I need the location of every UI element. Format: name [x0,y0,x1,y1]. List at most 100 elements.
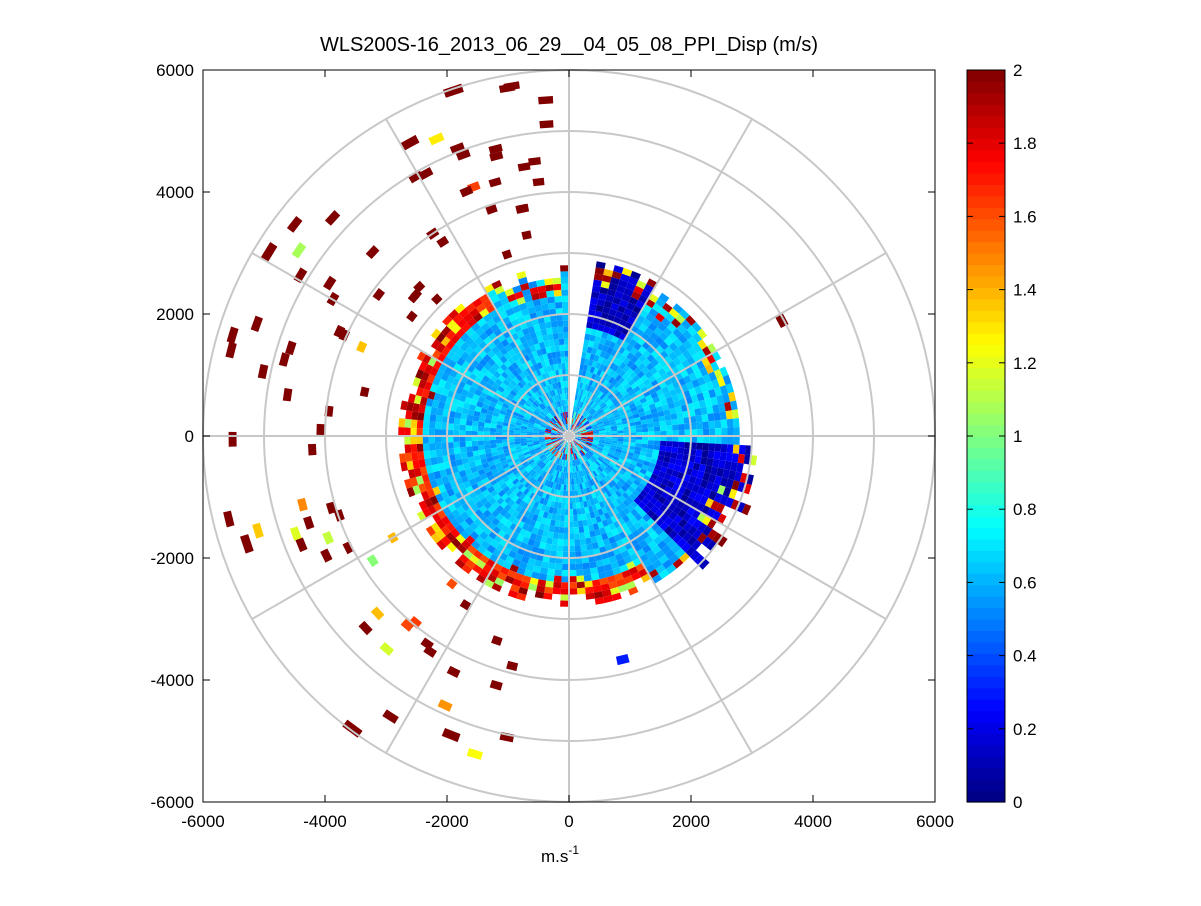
data-cell [555,401,560,408]
data-cell [561,502,566,510]
data-cell [633,366,642,375]
data-cell [470,466,478,474]
data-cell [504,479,513,486]
data-cell [543,524,550,532]
data-cell [659,504,668,513]
data-cell [587,372,594,380]
data-cell [666,383,675,392]
outlier-cell [372,287,386,301]
data-cell [586,441,593,445]
data-cell [676,453,684,461]
data-cell [628,586,639,596]
data-cell [535,459,542,465]
data-cell [532,437,539,440]
data-cell [574,539,581,546]
data-cell [689,415,697,424]
data-cell [476,401,484,408]
data-cell [404,418,412,428]
data-cell [543,449,550,454]
data-cell [565,441,568,448]
data-cell [573,447,577,454]
data-cell [653,326,663,337]
data-cell [437,401,446,410]
data-cell [653,480,662,488]
data-cell [482,549,493,559]
data-cell [551,469,556,476]
data-cell [593,414,600,420]
outlier-cell [324,210,341,226]
colorbar-tick-label: 2 [1013,61,1022,80]
data-cell [550,377,555,384]
data-cell [580,430,587,433]
data-cell [556,357,562,364]
data-cell [529,461,536,467]
data-cell [603,445,611,450]
data-cell [440,336,451,347]
data-cell [580,439,587,442]
data-cell [562,447,566,454]
data-cell [533,410,540,417]
outlier-cell [455,149,471,161]
data-cell [526,431,533,435]
data-cell [570,454,573,461]
data-cell [525,300,535,309]
data-cell [608,495,616,503]
data-cell [614,310,624,319]
data-cell [664,414,672,421]
data-cell [534,446,542,451]
colorbar-tick-label: 1.8 [1013,134,1037,153]
data-cell [645,452,653,459]
data-cell [473,517,483,527]
data-cell [733,427,740,436]
data-cell [551,431,558,434]
data-cell [546,480,552,488]
colorbar-tick-label: 0.6 [1013,573,1037,592]
data-cell [560,265,569,272]
data-cell [454,453,462,461]
data-cell [518,455,526,461]
data-cell [425,398,434,407]
data-cell [547,413,553,419]
data-cell [532,393,539,400]
data-cell [610,444,617,449]
data-cell [451,538,462,549]
data-cell [560,426,566,432]
outlier-cell [303,515,315,530]
data-cell [484,418,492,424]
data-cell [586,365,592,373]
x-tick-label: -6000 [181,812,224,831]
data-cell [641,439,649,445]
data-cell [536,502,543,511]
data-cell [597,422,604,427]
data-cell [499,355,508,364]
data-cell [514,572,524,582]
data-cell [577,375,582,383]
data-cell [658,470,666,479]
data-cell [719,385,729,395]
data-cell [404,444,412,454]
outlier-cell [260,241,278,263]
data-cell [555,470,560,478]
data-cell [590,328,598,336]
data-cell [545,518,552,526]
data-cell [547,405,553,412]
data-cell [496,342,505,351]
data-cell [471,440,479,447]
data-cell [630,482,639,490]
data-cell [593,452,600,458]
data-cell [477,426,485,432]
data-cell [481,403,490,410]
data-cell [565,411,568,418]
outlier-cell [365,245,380,260]
data-cell [583,420,589,426]
outlier-cell [278,352,290,367]
data-cell [505,489,513,497]
data-cell [522,462,530,469]
data-cell [691,484,700,494]
data-cell [571,424,574,431]
data-cell [647,375,656,383]
data-cell [610,586,620,596]
data-cell [508,514,516,523]
data-cell [564,441,567,448]
data-cell [623,472,631,480]
